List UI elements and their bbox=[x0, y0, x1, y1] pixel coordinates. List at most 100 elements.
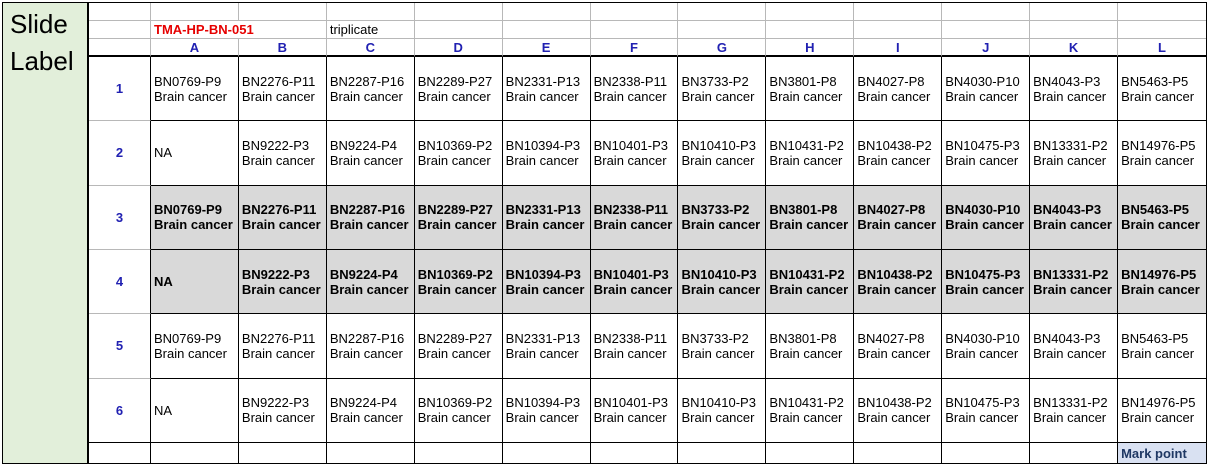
spacer-cell[interactable] bbox=[1118, 3, 1206, 21]
footer-cell[interactable] bbox=[766, 443, 855, 463]
spacer-cell[interactable] bbox=[502, 21, 591, 39]
well-cell-H1[interactable]: BN3801-P8 Brain cancer bbox=[766, 57, 855, 122]
column-header-L[interactable]: L bbox=[1118, 39, 1206, 57]
well-cell-C6[interactable]: BN9224-P4 Brain cancer bbox=[326, 378, 415, 443]
spacer-cell[interactable] bbox=[238, 3, 327, 21]
footer-cell[interactable] bbox=[238, 443, 327, 463]
column-header-C[interactable]: C bbox=[326, 39, 415, 57]
well-cell-L3[interactable]: BN5463-P5 Brain cancer bbox=[1118, 185, 1206, 250]
column-header-E[interactable]: E bbox=[502, 39, 591, 57]
spacer-cell[interactable] bbox=[942, 3, 1031, 21]
well-cell-L6[interactable]: BN14976-P5 Brain cancer bbox=[1118, 378, 1206, 443]
row-number-4[interactable]: 4 bbox=[89, 250, 151, 315]
well-cell-E2[interactable]: BN10394-P3 Brain cancer bbox=[502, 121, 591, 186]
row-number-3[interactable]: 3 bbox=[89, 185, 151, 250]
well-cell-H3[interactable]: BN3801-P8 Brain cancer bbox=[766, 185, 855, 250]
well-cell-D5[interactable]: BN2289-P27 Brain cancer bbox=[414, 314, 503, 379]
well-cell-G2[interactable]: BN10410-P3 Brain cancer bbox=[678, 121, 767, 186]
well-cell-D3[interactable]: BN2289-P27 Brain cancer bbox=[414, 185, 503, 250]
spacer-cell[interactable] bbox=[590, 21, 679, 39]
well-cell-K6[interactable]: BN13331-P2 Brain cancer bbox=[1030, 378, 1119, 443]
spacer-cell[interactable] bbox=[89, 3, 151, 21]
well-cell-K2[interactable]: BN13331-P2 Brain cancer bbox=[1030, 121, 1119, 186]
well-cell-L5[interactable]: BN5463-P5 Brain cancer bbox=[1118, 314, 1206, 379]
footer-cell[interactable] bbox=[151, 443, 239, 463]
well-cell-G3[interactable]: BN3733-P2 Brain cancer bbox=[678, 185, 767, 250]
spacer-cell[interactable] bbox=[89, 21, 151, 39]
well-cell-B5[interactable]: BN2276-P11 Brain cancer bbox=[238, 314, 327, 379]
column-header-I[interactable]: I bbox=[854, 39, 943, 57]
column-header-G[interactable]: G bbox=[678, 39, 767, 57]
well-cell-C1[interactable]: BN2287-P16 Brain cancer bbox=[326, 57, 415, 122]
column-header-J[interactable]: J bbox=[942, 39, 1031, 57]
well-cell-B2[interactable]: BN9222-P3 Brain cancer bbox=[238, 121, 327, 186]
well-cell-G6[interactable]: BN10410-P3 Brain cancer bbox=[678, 378, 767, 443]
well-cell-F2[interactable]: BN10401-P3 Brain cancer bbox=[590, 121, 679, 186]
spacer-cell[interactable] bbox=[1030, 21, 1119, 39]
plate-id[interactable]: TMA-HP-BN-051 bbox=[151, 21, 327, 39]
spacer-cell[interactable] bbox=[854, 3, 943, 21]
well-cell-H5[interactable]: BN3801-P8 Brain cancer bbox=[766, 314, 855, 379]
spacer-cell[interactable] bbox=[326, 3, 415, 21]
footer-cell[interactable] bbox=[502, 443, 591, 463]
well-cell-J1[interactable]: BN4030-P10 Brain cancer bbox=[942, 57, 1031, 122]
well-cell-C5[interactable]: BN2287-P16 Brain cancer bbox=[326, 314, 415, 379]
well-cell-A6[interactable]: NA bbox=[151, 378, 239, 443]
spacer-cell[interactable] bbox=[151, 3, 239, 21]
well-cell-I5[interactable]: BN4027-P8 Brain cancer bbox=[854, 314, 943, 379]
well-cell-J6[interactable]: BN10475-P3 Brain cancer bbox=[942, 378, 1031, 443]
spacer-cell[interactable] bbox=[1030, 3, 1119, 21]
spacer-cell[interactable] bbox=[942, 21, 1031, 39]
spacer-cell[interactable] bbox=[766, 3, 855, 21]
well-cell-I4[interactable]: BN10438-P2 Brain cancer bbox=[854, 250, 943, 315]
well-cell-H4[interactable]: BN10431-P2 Brain cancer bbox=[766, 250, 855, 315]
well-cell-J2[interactable]: BN10475-P3 Brain cancer bbox=[942, 121, 1031, 186]
well-cell-C4[interactable]: BN9224-P4 Brain cancer bbox=[326, 250, 415, 315]
well-cell-K3[interactable]: BN4043-P3 Brain cancer bbox=[1030, 185, 1119, 250]
well-cell-F1[interactable]: BN2338-P11 Brain cancer bbox=[590, 57, 679, 122]
well-cell-I2[interactable]: BN10438-P2 Brain cancer bbox=[854, 121, 943, 186]
well-cell-E5[interactable]: BN2331-P13 Brain cancer bbox=[502, 314, 591, 379]
column-header-F[interactable]: F bbox=[590, 39, 679, 57]
well-cell-A4[interactable]: NA bbox=[151, 250, 239, 315]
spacer-cell[interactable] bbox=[502, 3, 591, 21]
spacer-cell[interactable] bbox=[590, 3, 679, 21]
well-cell-D1[interactable]: BN2289-P27 Brain cancer bbox=[414, 57, 503, 122]
well-cell-B4[interactable]: BN9222-P3 Brain cancer bbox=[238, 250, 327, 315]
well-cell-F5[interactable]: BN2338-P11 Brain cancer bbox=[590, 314, 679, 379]
row-number-6[interactable]: 6 bbox=[89, 378, 151, 443]
spacer-cell[interactable] bbox=[89, 39, 151, 57]
column-header-B[interactable]: B bbox=[238, 39, 327, 57]
well-cell-F3[interactable]: BN2338-P11 Brain cancer bbox=[590, 185, 679, 250]
column-header-K[interactable]: K bbox=[1030, 39, 1119, 57]
well-cell-I1[interactable]: BN4027-P8 Brain cancer bbox=[854, 57, 943, 122]
footer-cell[interactable] bbox=[590, 443, 679, 463]
well-cell-C3[interactable]: BN2287-P16 Brain cancer bbox=[326, 185, 415, 250]
well-cell-B3[interactable]: BN2276-P11 Brain cancer bbox=[238, 185, 327, 250]
spacer-cell[interactable] bbox=[854, 21, 943, 39]
row-number-1[interactable]: 1 bbox=[89, 57, 151, 122]
footer-cell[interactable] bbox=[1030, 443, 1119, 463]
well-cell-D4[interactable]: BN10369-P2 Brain cancer bbox=[414, 250, 503, 315]
footer-row-number-cell[interactable] bbox=[89, 443, 151, 463]
footer-cell[interactable] bbox=[414, 443, 503, 463]
column-header-D[interactable]: D bbox=[414, 39, 503, 57]
well-cell-F4[interactable]: BN10401-P3 Brain cancer bbox=[590, 250, 679, 315]
well-cell-L1[interactable]: BN5463-P5 Brain cancer bbox=[1118, 57, 1206, 122]
well-cell-G1[interactable]: BN3733-P2 Brain cancer bbox=[678, 57, 767, 122]
well-cell-J4[interactable]: BN10475-P3 Brain cancer bbox=[942, 250, 1031, 315]
well-cell-G5[interactable]: BN3733-P2 Brain cancer bbox=[678, 314, 767, 379]
well-cell-H2[interactable]: BN10431-P2 Brain cancer bbox=[766, 121, 855, 186]
well-cell-K4[interactable]: BN13331-P2 Brain cancer bbox=[1030, 250, 1119, 315]
well-cell-A2[interactable]: NA bbox=[151, 121, 239, 186]
row-number-2[interactable]: 2 bbox=[89, 121, 151, 186]
well-cell-I3[interactable]: BN4027-P8 Brain cancer bbox=[854, 185, 943, 250]
well-cell-G4[interactable]: BN10410-P3 Brain cancer bbox=[678, 250, 767, 315]
well-cell-E6[interactable]: BN10394-P3 Brain cancer bbox=[502, 378, 591, 443]
spacer-cell[interactable] bbox=[1118, 21, 1206, 39]
footer-cell[interactable] bbox=[678, 443, 767, 463]
well-cell-J3[interactable]: BN4030-P10 Brain cancer bbox=[942, 185, 1031, 250]
well-cell-E3[interactable]: BN2331-P13 Brain cancer bbox=[502, 185, 591, 250]
well-cell-A1[interactable]: BN0769-P9 Brain cancer bbox=[151, 57, 239, 122]
well-cell-B6[interactable]: BN9222-P3 Brain cancer bbox=[238, 378, 327, 443]
